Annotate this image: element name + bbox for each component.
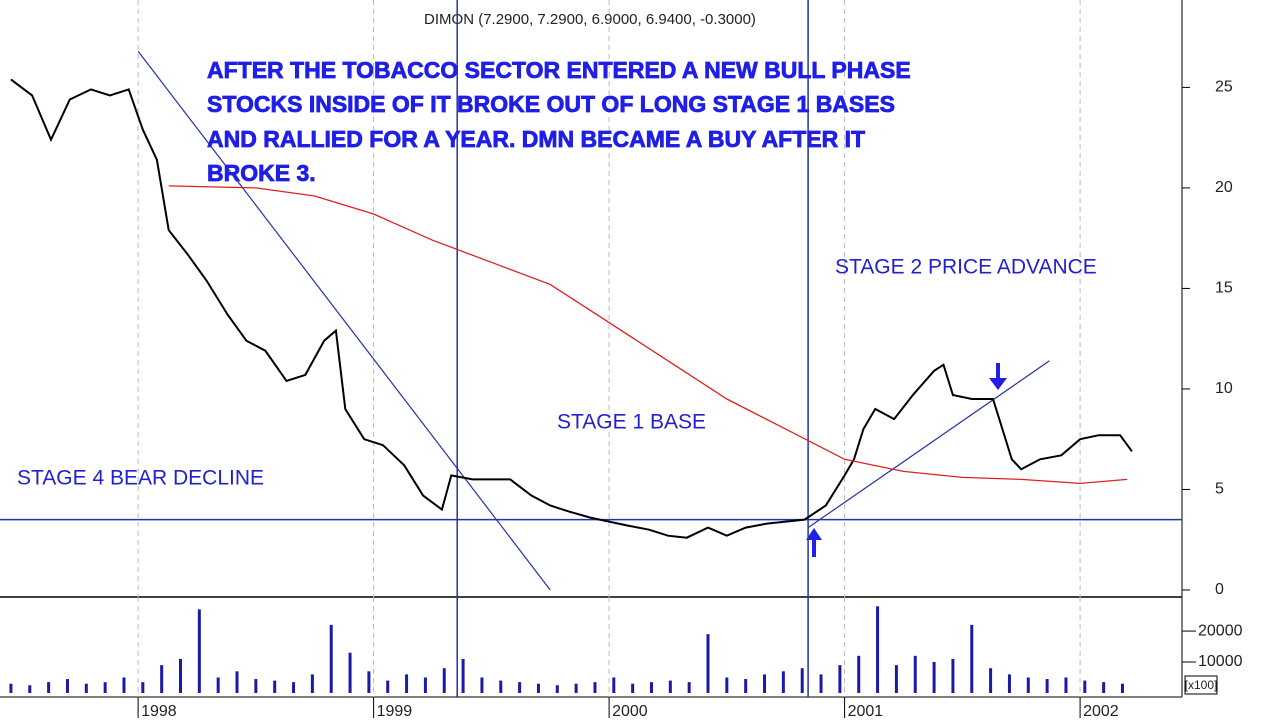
volume-bar <box>518 682 522 693</box>
volume-bar <box>235 671 239 693</box>
volume-bar <box>160 665 164 693</box>
volume-bar <box>254 679 258 693</box>
series-line <box>168 185 1128 485</box>
volume-bar <box>593 682 597 693</box>
volume-bar <box>9 683 13 693</box>
volume-bar <box>970 624 974 693</box>
volume-bar <box>1083 680 1087 693</box>
volume-bar <box>649 682 653 693</box>
volume-bar <box>499 680 503 693</box>
volume-bar <box>122 677 126 693</box>
y-tick-label: 25 <box>1215 79 1233 96</box>
volume-bar <box>47 682 51 693</box>
volume-bar <box>1007 674 1011 693</box>
volume-bar <box>329 624 333 693</box>
x-tick-label: 2000 <box>612 703 648 720</box>
volume-bar <box>932 662 936 693</box>
y-tick-label: 20000 <box>1198 622 1243 639</box>
volume-bar <box>857 655 861 693</box>
volume-bar <box>141 682 145 693</box>
annotation: STAGE 2 PRICE ADVANCE <box>835 256 1097 279</box>
note: STOCKS INSIDE OF IT BROKE OUT OF LONG ST… <box>207 91 895 117</box>
volume-bar <box>423 677 427 693</box>
volume-bar <box>310 674 314 693</box>
volume-bar <box>744 679 748 693</box>
x-tick-label: 2002 <box>1083 703 1119 720</box>
volume-bar <box>951 658 955 693</box>
volume-bar <box>819 674 823 693</box>
volume-bar <box>574 683 578 693</box>
volume-bar <box>216 677 220 693</box>
y-tick-label: 5 <box>1215 481 1224 498</box>
volume-bar <box>28 685 32 693</box>
volume-bar <box>480 677 484 693</box>
volume-bar <box>84 683 88 693</box>
volume-bar <box>612 677 616 693</box>
volume-bar <box>631 683 635 693</box>
x-tick-label: 1999 <box>377 703 413 720</box>
volume-bar <box>442 668 446 693</box>
volume-bar <box>65 679 69 693</box>
volume-bar <box>555 685 559 693</box>
volume-bar <box>103 682 107 693</box>
volume-bar <box>1120 683 1124 693</box>
y-tick-label: 15 <box>1215 280 1233 297</box>
volume-bar <box>668 680 672 693</box>
volume-bar <box>725 677 729 693</box>
volume-bar <box>894 665 898 693</box>
volume-bar <box>197 609 201 693</box>
volume-bar <box>1102 682 1106 693</box>
volume-bar <box>913 655 917 693</box>
trend-line <box>807 360 1050 529</box>
volume-bar <box>781 671 785 693</box>
volume-bar <box>386 680 390 693</box>
volume-bar <box>687 682 691 693</box>
volume-bar <box>461 658 465 693</box>
volume-bar <box>178 658 182 693</box>
volume-bar <box>348 652 352 693</box>
volume-bar <box>1064 677 1068 693</box>
volume-bar <box>405 674 409 693</box>
volume-bar <box>1045 679 1049 693</box>
volume-bar <box>1026 677 1030 693</box>
trend-line <box>137 50 551 591</box>
volume-bar <box>706 634 710 693</box>
volume-bar <box>292 682 296 693</box>
y-tick-label: 0 <box>1215 581 1224 598</box>
note: AND RALLIED FOR A YEAR. DMN BECAME A BUY… <box>207 126 865 152</box>
unit-box <box>1184 675 1218 695</box>
volume-bar <box>763 674 767 693</box>
volume-bar <box>838 665 842 693</box>
annotation: STAGE 4 BEAR DECLINE <box>17 467 264 490</box>
y-tick-label: 10000 <box>1198 653 1243 670</box>
x-tick-label: 1998 <box>141 703 177 720</box>
volume-bar <box>876 606 880 693</box>
volume-bar <box>536 683 540 693</box>
x-tick-label: 2001 <box>848 703 884 720</box>
up-arrow <box>806 528 822 557</box>
y-tick-label: 20 <box>1215 179 1233 196</box>
volume-bar <box>800 668 804 693</box>
volume-bar <box>273 680 277 693</box>
unit-label: [x100] <box>1185 678 1218 692</box>
chart-title: DIMON (7.2900, 7.2900, 6.9000, 6.9400, -… <box>424 11 756 28</box>
volume-bar <box>367 671 371 693</box>
note: BROKE 3. <box>207 160 316 186</box>
note: AFTER THE TOBACCO SECTOR ENTERED A NEW B… <box>207 57 911 83</box>
series-line <box>10 78 1133 539</box>
y-tick-label: 10 <box>1215 380 1233 397</box>
annotation: STAGE 1 BASE <box>557 411 706 434</box>
down-arrow <box>989 363 1007 390</box>
volume-bar <box>989 668 993 693</box>
